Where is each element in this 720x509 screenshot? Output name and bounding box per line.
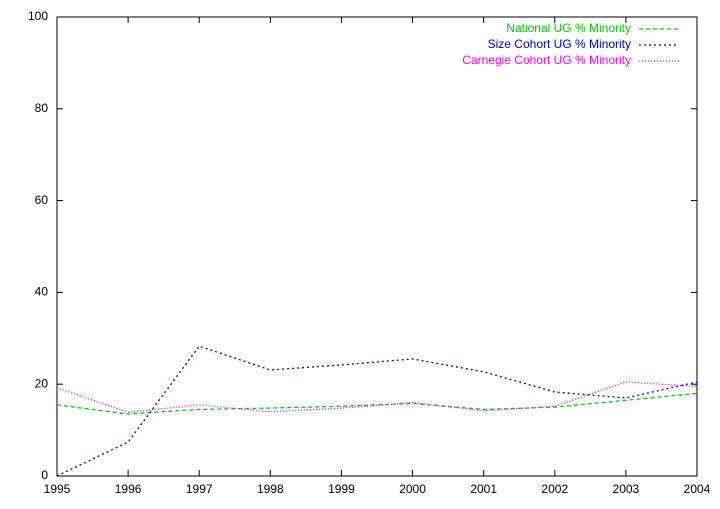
x-tick-label: 1999: [328, 482, 355, 496]
series-line: [56, 345, 698, 477]
y-tick-label: 80: [35, 101, 49, 115]
series-line: [56, 381, 698, 413]
x-tick-label: 1998: [257, 482, 284, 496]
legend-label: National UG % Minority: [506, 21, 631, 35]
x-tick-label: 2003: [613, 482, 640, 496]
x-tick-label: 1997: [186, 482, 213, 496]
x-tick-label: 1995: [44, 482, 71, 496]
y-tick-label: 0: [41, 468, 48, 482]
x-tick-label: 1996: [115, 482, 142, 496]
x-tick-label: 2000: [399, 482, 426, 496]
x-tick-label: 2001: [470, 482, 497, 496]
plot-frame: [56, 16, 698, 477]
series-line: [56, 392, 698, 415]
y-tick-label: 100: [28, 9, 48, 23]
y-tick-label: 40: [35, 285, 49, 299]
y-tick-label: 20: [35, 376, 49, 390]
x-tick-label: 2002: [541, 482, 568, 496]
legend-label: Size Cohort UG % Minority: [488, 37, 631, 51]
x-tick-label: 2004: [684, 482, 711, 496]
legend-label: Carnegie Cohort UG % Minority: [462, 53, 631, 67]
y-tick-label: 60: [35, 193, 49, 207]
